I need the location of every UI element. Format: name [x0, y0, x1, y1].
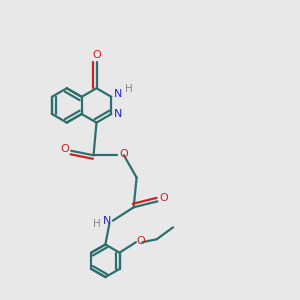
Text: O: O: [92, 50, 101, 60]
Text: O: O: [137, 236, 146, 246]
Text: H: H: [125, 84, 133, 94]
Text: O: O: [119, 149, 128, 159]
Text: N: N: [114, 109, 122, 119]
Text: N: N: [103, 216, 111, 226]
Text: O: O: [60, 144, 69, 154]
Text: H: H: [93, 219, 101, 229]
Text: N: N: [114, 89, 122, 99]
Text: O: O: [160, 194, 168, 203]
